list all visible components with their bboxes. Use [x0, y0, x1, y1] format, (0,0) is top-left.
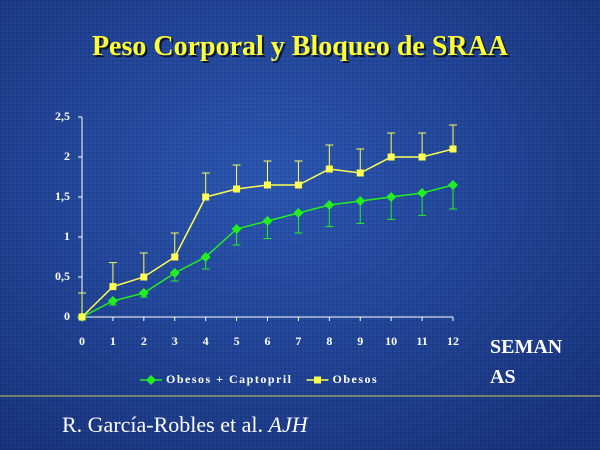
- error-bar: [78, 292, 86, 317]
- error-bar: [449, 124, 457, 149]
- error-bar: [294, 160, 303, 185]
- y-tick-label: 1,5: [55, 189, 70, 203]
- citation-authors: R. García-Robles et al.: [62, 412, 263, 437]
- error-bar: [263, 160, 272, 185]
- error-bar: [325, 144, 334, 169]
- error-bar: [170, 232, 179, 257]
- marker: [262, 216, 273, 226]
- marker: [107, 296, 118, 306]
- x-tick-label: 6: [265, 334, 271, 348]
- x-tick-label: 4: [203, 334, 209, 348]
- marker: [109, 283, 117, 291]
- marker: [355, 196, 366, 206]
- marker: [325, 165, 333, 173]
- x-tick-label: 12: [447, 334, 459, 348]
- marker: [264, 181, 271, 189]
- marker: [356, 169, 364, 177]
- legend-label: Obesos: [333, 372, 379, 386]
- x-axis-label: AS: [490, 366, 516, 388]
- legend-marker: [146, 375, 156, 385]
- legend-marker: [314, 376, 322, 384]
- marker: [171, 253, 179, 261]
- x-tick-label: 10: [385, 334, 397, 348]
- y-tick-label: 2: [64, 149, 70, 163]
- marker: [448, 180, 458, 190]
- marker: [324, 200, 335, 210]
- error-bar: [387, 132, 396, 157]
- x-tick-label: 0: [79, 334, 85, 348]
- marker: [231, 224, 242, 234]
- x-tick-label: 5: [234, 334, 240, 348]
- x-tick-label: 2: [141, 334, 147, 348]
- y-tick-label: 1: [64, 229, 70, 243]
- marker: [418, 153, 426, 161]
- error-bar: [108, 262, 117, 287]
- x-tick-label: 1: [110, 334, 116, 348]
- legend-label: Obesos + Captopril: [166, 372, 293, 386]
- error-bar: [201, 172, 210, 197]
- x-tick-label: 11: [416, 334, 427, 348]
- error-bar: [356, 148, 365, 173]
- marker: [386, 192, 397, 202]
- marker: [138, 288, 149, 298]
- x-axis-label: SEMAN: [490, 336, 563, 358]
- title-shadow: Peso Corporal y Bloqueo de SRAA: [94, 33, 511, 64]
- x-tick-label: 9: [357, 334, 363, 348]
- marker: [202, 193, 210, 201]
- error-bar: [418, 132, 427, 157]
- x-tick-label: 8: [326, 334, 332, 348]
- error-bar: [232, 164, 241, 189]
- marker: [233, 185, 241, 193]
- marker: [387, 153, 395, 161]
- marker: [169, 268, 180, 278]
- marker: [294, 181, 302, 189]
- y-tick-label: 2,5: [55, 109, 70, 123]
- citation: R. García-Robles et al. AJH: [62, 412, 309, 437]
- y-tick-label: 0,5: [55, 269, 70, 283]
- x-tick-label: 7: [295, 334, 301, 348]
- marker: [417, 188, 428, 198]
- y-tick-label: 0: [64, 309, 70, 323]
- marker: [293, 208, 304, 218]
- x-tick-label: 3: [172, 334, 178, 348]
- marker: [140, 273, 148, 281]
- marker: [78, 313, 86, 321]
- citation-journal: AJH: [267, 412, 309, 437]
- error-bar: [139, 252, 148, 277]
- marker: [200, 252, 211, 262]
- marker: [449, 145, 457, 153]
- chart-title: Peso Corporal y Bloqueo de SRAA: [92, 31, 509, 62]
